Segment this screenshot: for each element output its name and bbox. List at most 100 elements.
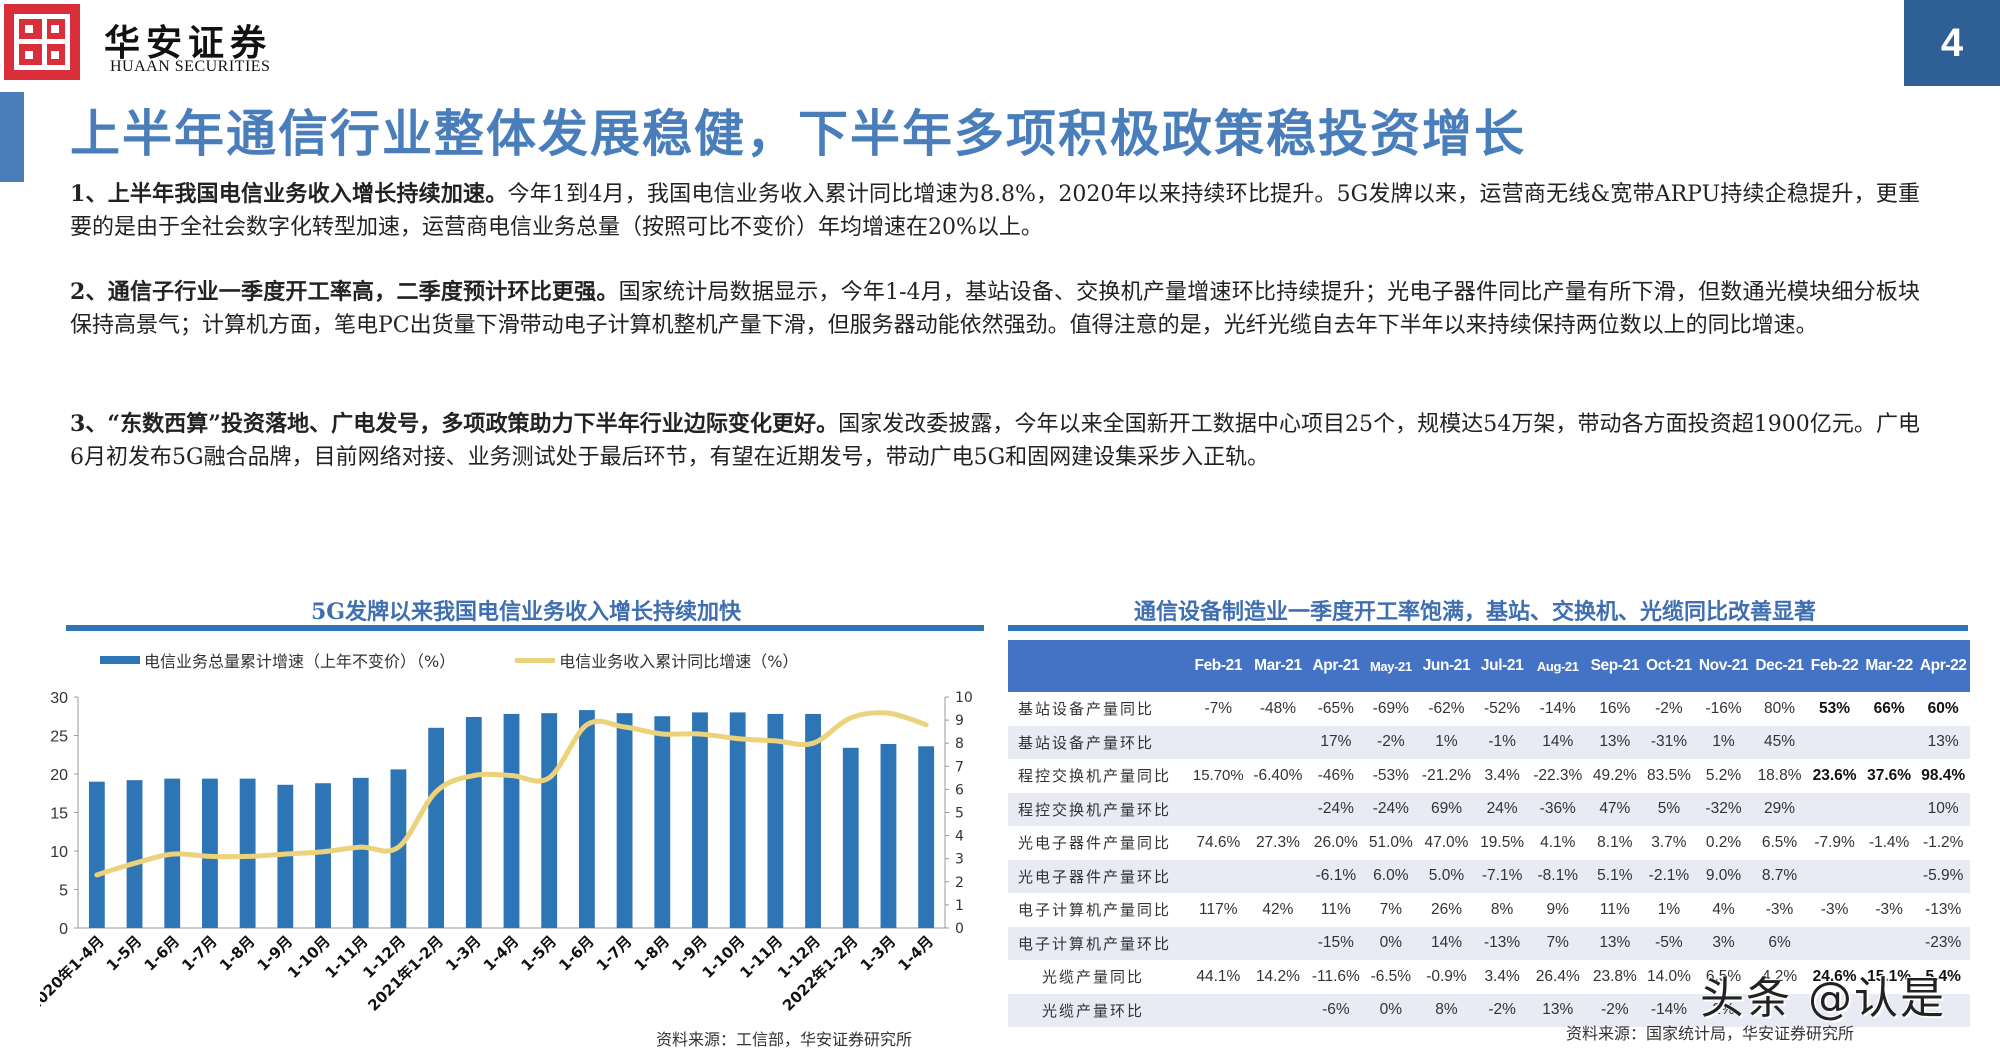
paragraph-1: 1、上半年我国电信业务收入增长持续加速。今年1到4月，我国电信业务收入累计同比增… xyxy=(70,178,1920,244)
table-row: 光电子器件产量同比 74.6% 27.3% 26.0% 51.0% 47.0% 19.5% 4… xyxy=(1008,826,1970,860)
row-label: 程控交换机产量同比 xyxy=(1018,767,1172,786)
table-cell xyxy=(1188,926,1249,960)
row-label: 电子计算机产量同比 xyxy=(1018,901,1172,920)
table-cell: -13% xyxy=(1475,926,1529,960)
table-cell: 69% xyxy=(1417,792,1476,826)
x-axis-label: 1-7月 xyxy=(593,932,636,975)
table-cell: -16% xyxy=(1705,699,1742,717)
right-table-title: 通信设备制造业一季度开工率饱满，基站、交换机、光缆同比改善显著 xyxy=(1133,599,1816,625)
table-row: 电子计算机产量环比 -15% 0% 14% -13% 7% 13% -5% 3% 6% -23% xyxy=(1008,926,1970,960)
table-cell: 44.1% xyxy=(1196,967,1241,985)
right-axis-tick: 0 xyxy=(955,921,964,937)
table-cell: -24% xyxy=(1364,792,1418,826)
table-row: 基站设备产量环比 17% -2% 1% -1% 14% 13% -31% 1% 45% 13% xyxy=(1008,725,1970,759)
right-table-source: 资料来源：国家统计局，华安证券研究所 xyxy=(1566,1024,1855,1043)
table-cell: 5% xyxy=(1642,792,1696,826)
table-cell: -3% xyxy=(1820,900,1849,918)
table-cell: -6% xyxy=(1307,993,1365,1027)
right-axis-tick: 10 xyxy=(955,690,973,706)
table-cell: -1.4% xyxy=(1868,833,1910,851)
legend-bar-swatch-icon xyxy=(100,656,140,664)
column-header: Apr-22 xyxy=(1916,640,1970,692)
table-cell: -13% xyxy=(1925,900,1962,918)
table-cell xyxy=(1248,993,1308,1027)
column-header: Mar-21 xyxy=(1248,640,1308,692)
row-label: 光电子器件产量同比 xyxy=(1018,834,1172,853)
table-cell: -22.3% xyxy=(1533,766,1583,784)
bar xyxy=(578,710,595,928)
table-cell: -6.5% xyxy=(1370,967,1412,985)
right-axis-tick: 5 xyxy=(955,806,964,822)
table-cell: 24.6% xyxy=(1812,967,1857,985)
bar xyxy=(315,783,331,928)
table-cell: 13% xyxy=(1587,725,1643,759)
column-header: Feb-22 xyxy=(1807,640,1862,692)
production-growth-table: Feb-21 Mar-21 Apr-21 May-21 Jun-21 Jul-21 Aug-… xyxy=(1008,640,1970,1027)
column-header: Dec-21 xyxy=(1751,640,1808,692)
table-cell: 15.1% xyxy=(1867,967,1912,985)
table-cell: 53% xyxy=(1819,699,1851,717)
row-label: 程控交换机产量环比 xyxy=(1008,792,1188,826)
table-cell: 15.70% xyxy=(1192,767,1244,785)
table-row: 光电子器件产量环比 -6.1% 6.0% 5.0% -7.1% -8.1% 5.1% -2.1… xyxy=(1008,859,1970,893)
table-cell: 13% xyxy=(1916,725,1970,759)
table-cell: -15% xyxy=(1307,926,1365,960)
table-cell: 5.2% xyxy=(1705,766,1742,784)
bar xyxy=(239,778,256,928)
bar xyxy=(729,712,746,928)
row-label: 光缆产量环比 xyxy=(1008,993,1188,1027)
table-cell: -14% xyxy=(1642,993,1696,1027)
table-cell xyxy=(1861,725,1917,759)
bar xyxy=(918,746,935,928)
left-axis-tick: 25 xyxy=(50,729,68,746)
table-cell: -1.2% xyxy=(1922,833,1964,851)
table-cell: -3% xyxy=(1875,900,1903,918)
table-cell: 5.0% xyxy=(1417,859,1476,893)
table-row: 光缆产量同比 44.1% 14.2% -11.6% -6.5% -0.9% 3.4% 26.4… xyxy=(1008,960,1970,994)
table-cell: -52% xyxy=(1484,699,1521,717)
table-cell: 24% xyxy=(1475,792,1529,826)
table-cell: 18.8% xyxy=(1757,766,1802,784)
right-axis-tick: 3 xyxy=(955,852,964,868)
table-cell: -24% xyxy=(1307,792,1365,826)
table-cell xyxy=(1861,792,1917,826)
x-axis-label: 1-6月 xyxy=(141,932,184,975)
table-cell: 8% xyxy=(1417,993,1476,1027)
table-cell: 51.0% xyxy=(1368,833,1413,851)
table-cell: 27.3% xyxy=(1255,833,1300,851)
table-cell: -48% xyxy=(1259,699,1296,717)
table-row: 程控交换机产量同比 15.70% -6.40% -46% -53% -21.2% 3.4% -… xyxy=(1008,759,1970,793)
legend-line-label: 电信业务收入累计同比增速（%） xyxy=(559,652,799,671)
table-cell: -2% xyxy=(1587,993,1643,1027)
right-axis-tick: 1 xyxy=(955,898,964,914)
table-cell: -23% xyxy=(1916,926,1970,960)
table-cell xyxy=(1916,993,1970,1027)
table-corner xyxy=(1008,640,1188,692)
table-cell: 9.0% xyxy=(1695,859,1752,893)
table-cell: 74.6% xyxy=(1196,833,1241,851)
table-cell: -14% xyxy=(1539,699,1576,717)
table-cell: 17% xyxy=(1307,725,1365,759)
right-axis-tick: 4 xyxy=(955,829,964,845)
column-header: Nov-21 xyxy=(1695,640,1752,692)
table-cell: -69% xyxy=(1372,699,1409,717)
left-chart-source: 资料来源：工信部，华安证券研究所 xyxy=(656,1030,913,1049)
table-cell: 5.4% xyxy=(1925,967,1961,985)
table-cell: -11.6% xyxy=(1311,967,1360,985)
table-cell: -36% xyxy=(1528,792,1588,826)
bar xyxy=(428,727,445,928)
table-cell: 19.5% xyxy=(1480,833,1525,851)
table-header-row: Feb-21 Mar-21 Apr-21 May-21 Jun-21 Jul-21 Aug-… xyxy=(1008,640,1970,692)
right-axis-tick: 6 xyxy=(955,782,964,798)
row-label: 光电子器件产量环比 xyxy=(1008,859,1188,893)
paragraph-3: 3、“东数西算”投资落地、广电发号，多项政策助力下半年行业边际变化更好。国家发改… xyxy=(70,408,1920,474)
left-axis-tick: 10 xyxy=(50,844,68,861)
paragraph-3-lead: 3、“东数西算”投资落地、广电发号，多项政策助力下半年行业边际变化更好。 xyxy=(70,411,839,437)
title-accent-bar xyxy=(0,92,24,182)
column-header: Aug-21 xyxy=(1528,640,1588,692)
table-cell: 8.7% xyxy=(1751,859,1808,893)
table-cell xyxy=(1188,993,1249,1027)
bar xyxy=(126,780,143,928)
table-cell: 14% xyxy=(1528,725,1588,759)
table-cell: 60% xyxy=(1927,699,1959,717)
